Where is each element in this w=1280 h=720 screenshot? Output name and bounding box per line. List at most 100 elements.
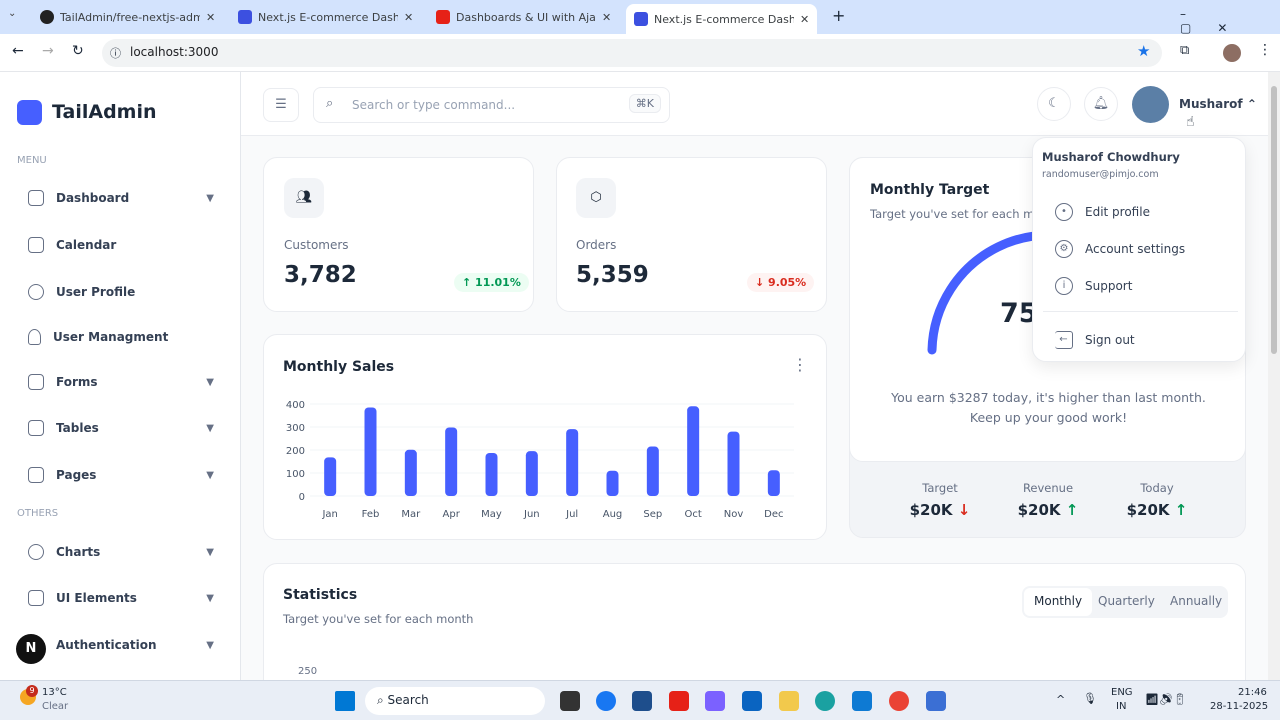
clock-date[interactable]: 28-11-2025 <box>1210 701 1269 712</box>
app-icon[interactable] <box>926 691 946 711</box>
edge-icon[interactable] <box>815 691 835 711</box>
microphone-icon[interactable]: 🎙︎ <box>1083 692 1097 705</box>
facebook-icon[interactable] <box>596 691 616 711</box>
sidebar-item-forms[interactable]: Forms ▼ <box>28 374 214 390</box>
dark-mode-moon-icon[interactable]: ☾ <box>1037 87 1071 121</box>
scrollbar-thumb[interactable] <box>1271 86 1277 354</box>
sidebar-item-authentication[interactable]: Authentication ▼ <box>28 637 214 653</box>
chevron-down-icon: ▼ <box>206 592 214 604</box>
y-tick-label: 400 <box>286 400 305 411</box>
sidebar: TailAdmin MENU Dashboard ▼ Calendar User … <box>0 72 241 680</box>
url-input[interactable]: localhost:3000 <box>102 39 1162 67</box>
sidebar-item-dashboard[interactable]: Dashboard ▼ <box>28 190 214 206</box>
period-segmented-control: Monthly Quarterly Annually <box>1022 586 1228 618</box>
more-options-icon[interactable]: ⋮ <box>792 355 808 374</box>
nextjs-dev-badge[interactable]: N <box>16 634 46 664</box>
language[interactable]: ENG <box>1111 687 1133 698</box>
user-menu-button[interactable]: Musharof ⌃ <box>1179 97 1257 111</box>
bar <box>404 449 417 496</box>
search-placeholder: Search or type command... <box>352 98 516 112</box>
browser-tab[interactable]: Dashboards & UI with Ajay - Yo ✕ <box>428 4 619 30</box>
chevron-down-icon: ▼ <box>206 422 214 434</box>
user-dropdown-menu: Musharof Chowdhury randomuser@pimjo.com … <box>1032 137 1246 362</box>
tailadmin-icon <box>238 10 252 24</box>
reload-icon[interactable]: ↻ <box>72 43 84 59</box>
user-avatar[interactable] <box>1132 86 1169 123</box>
clock-time[interactable]: 21:46 <box>1238 687 1267 698</box>
pie-chart-icon <box>28 544 44 560</box>
card-label: Orders <box>576 238 617 252</box>
url-text: localhost:3000 <box>130 45 219 59</box>
new-tab-icon[interactable]: + <box>832 6 846 25</box>
sidebar-item-pages[interactable]: Pages ▼ <box>28 467 214 483</box>
browser-tab-bar: ⌄ TailAdmin/free-nextjs-admin-da ✕ Next.j… <box>0 0 1280 35</box>
label: Tables <box>56 421 99 435</box>
notification-bell-icon[interactable]: 🔔︎ <box>1084 87 1118 121</box>
close-icon[interactable]: ✕ <box>602 10 612 24</box>
y-tick: 250 <box>298 666 318 677</box>
menu-item-support[interactable]: i Support <box>1055 277 1132 295</box>
label: Edit profile <box>1085 205 1150 219</box>
sidebar-item-charts[interactable]: Charts ▼ <box>28 544 214 560</box>
window-controls[interactable]: –▢✕ <box>1180 7 1254 35</box>
weather-temp: 13°C <box>42 687 67 698</box>
tab-monthly[interactable]: Monthly <box>1024 588 1093 616</box>
x-tick-label: Feb <box>362 509 380 520</box>
sidebar-item-ui-elements[interactable]: UI Elements ▼ <box>28 590 214 606</box>
tab-title: Next.js E-commerce Dashboard <box>258 10 398 24</box>
close-icon[interactable]: ✕ <box>206 10 216 24</box>
profile-avatar[interactable] <box>1223 44 1241 62</box>
app-icon[interactable] <box>560 691 580 711</box>
sidebar-item-calendar[interactable]: Calendar <box>28 237 214 253</box>
vscode-icon[interactable] <box>852 691 872 711</box>
tab-quarterly[interactable]: Quarterly <box>1098 594 1155 608</box>
store-icon[interactable] <box>632 691 652 711</box>
brand-name[interactable]: TailAdmin <box>52 101 157 123</box>
change-badge: ↓ 9.05% <box>747 273 815 292</box>
outlook-icon[interactable] <box>742 691 762 711</box>
site-info-icon[interactable]: ⓘ <box>110 47 121 60</box>
file-explorer-icon[interactable] <box>779 691 799 711</box>
bar <box>485 452 498 496</box>
search-input[interactable]: ⌕ Search or type command... ⌘K <box>313 87 670 123</box>
menu-item-account-settings[interactable]: ⚙ Account settings <box>1055 240 1185 258</box>
copilot-icon[interactable] <box>705 691 725 711</box>
x-tick-label: May <box>481 509 502 520</box>
extensions-icon[interactable]: ⧉ <box>1180 43 1190 58</box>
windows-start-icon[interactable] <box>335 691 355 711</box>
close-icon[interactable]: ✕ <box>800 12 810 26</box>
menu-item-edit-profile[interactable]: • Edit profile <box>1055 203 1150 221</box>
youtube-icon[interactable] <box>669 691 689 711</box>
page-scrollbar[interactable] <box>1268 72 1280 680</box>
bar <box>687 406 700 496</box>
gauge-percent: 75 <box>1000 298 1038 329</box>
chrome-icon[interactable] <box>889 691 909 711</box>
sidebar-item-user-management[interactable]: User Managment <box>28 329 214 345</box>
browser-tab[interactable]: Next.js E-commerce Dashboard ✕ <box>230 4 421 30</box>
taskbar-search[interactable]: ⌕ Search <box>365 687 545 715</box>
bookmark-star-icon[interactable]: ★ <box>1137 42 1151 60</box>
menu-item-sign-out[interactable]: ← Sign out <box>1055 331 1135 349</box>
tab-annually[interactable]: Annually <box>1170 594 1223 608</box>
menu-icon[interactable]: ⋮ <box>1258 42 1272 58</box>
x-tick-label: Dec <box>764 509 783 520</box>
sidebar-item-user-profile[interactable]: User Profile <box>28 284 214 300</box>
wifi-volume-battery-icons[interactable]: 📶︎🔊︎🔋︎ <box>1145 693 1187 706</box>
search-icon: ⌕ <box>326 96 334 111</box>
chevron-up-icon[interactable]: ^ <box>1056 693 1066 706</box>
browser-tab[interactable]: TailAdmin/free-nextjs-admin-da ✕ <box>32 4 223 30</box>
stat-value: $20K <box>1126 501 1170 519</box>
chart-title: Monthly Sales <box>283 359 395 375</box>
statistics-subtitle: Target you've set for each month <box>283 612 474 626</box>
browser-tab-active[interactable]: Next.js E-commerce Dashboard ✕ <box>626 4 818 34</box>
arrow-down-icon: ↓ <box>957 501 971 519</box>
card-value: 3,782 <box>284 262 357 288</box>
sidebar-toggle-icon[interactable]: ☰ <box>263 88 299 122</box>
tab-search-icon[interactable]: ⌄ <box>8 8 17 19</box>
back-icon[interactable]: ← <box>12 43 24 59</box>
close-icon[interactable]: ✕ <box>404 10 414 24</box>
forward-icon[interactable]: → <box>42 43 54 59</box>
label: Calendar <box>56 238 117 252</box>
sidebar-item-tables[interactable]: Tables ▼ <box>28 420 214 436</box>
y-tick-label: 0 <box>299 492 305 503</box>
